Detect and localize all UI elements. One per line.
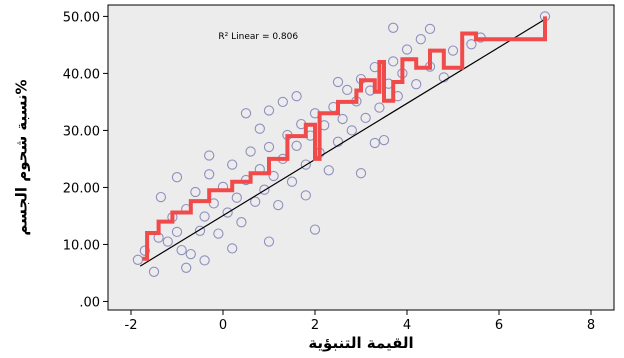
y-tick-label: .00 xyxy=(79,295,100,310)
scatter-point xyxy=(176,244,187,256)
scatter-point xyxy=(185,248,196,260)
scatter-point xyxy=(388,56,399,67)
scatter-point xyxy=(263,105,275,116)
scatter-point xyxy=(309,224,321,235)
scatter-point xyxy=(240,108,252,119)
x-tick-label: 0 xyxy=(219,318,227,333)
scatter-point xyxy=(263,141,275,153)
scatter-point xyxy=(199,255,210,266)
scatter-point xyxy=(291,91,302,102)
x-axis-title: القيمة التنبؤية xyxy=(308,334,413,352)
scatter-point xyxy=(346,125,357,136)
x-tick-label: -2 xyxy=(125,318,138,333)
y-tick-label: 10.00 xyxy=(63,238,100,253)
x-tick-label: 8 xyxy=(587,318,595,333)
scatter-point xyxy=(268,170,279,182)
scatter-point xyxy=(259,184,270,195)
y-tick-label: 40.00 xyxy=(63,67,100,82)
r-squared-annotation: R² Linear = 0.806 xyxy=(218,32,298,42)
scatter-point xyxy=(286,176,298,187)
x-tick-label: 2 xyxy=(311,318,319,333)
scatter-point xyxy=(245,146,256,157)
scatter-point xyxy=(415,34,426,45)
scatter-point xyxy=(222,207,233,218)
scatter-point xyxy=(171,226,183,238)
scatter-point xyxy=(466,39,477,50)
plot-area xyxy=(107,4,615,311)
scatter-point xyxy=(374,102,385,113)
chart-marks xyxy=(132,11,551,277)
scatter-point xyxy=(300,159,311,170)
scatter-point xyxy=(342,84,353,96)
scatter-point xyxy=(401,44,413,55)
y-tick-label: 20.00 xyxy=(63,181,100,196)
scatter-point xyxy=(424,23,436,35)
scatter-point xyxy=(277,96,288,108)
scatter-point xyxy=(162,236,173,247)
scatter-point xyxy=(323,165,334,176)
scatter-point xyxy=(263,236,275,247)
scatter-point xyxy=(447,45,459,56)
scatter-point xyxy=(355,168,367,179)
scatter-point xyxy=(199,211,210,222)
linear-fit-line xyxy=(139,18,546,267)
scatter-point xyxy=(250,196,261,207)
scatter-point xyxy=(438,72,449,83)
scatter-point xyxy=(411,79,422,90)
scatter-point xyxy=(332,76,344,88)
scatter-point xyxy=(236,217,247,228)
scatter-point xyxy=(181,262,192,273)
scatter-point xyxy=(139,245,150,256)
scatter-point xyxy=(204,169,215,180)
x-tick-label: 4 xyxy=(403,318,411,333)
scatter-point xyxy=(300,190,311,201)
scatter-point xyxy=(369,137,380,149)
scatter-point xyxy=(378,134,390,146)
scatter-point xyxy=(227,159,238,170)
scatter-point xyxy=(273,199,284,211)
scatter-point xyxy=(190,186,201,198)
step-series-line xyxy=(142,16,547,261)
scatter-point xyxy=(132,254,144,265)
scatter-point xyxy=(148,266,160,277)
scatter-point xyxy=(204,150,215,161)
scatter-point xyxy=(194,225,206,236)
scatter-point xyxy=(155,191,167,203)
y-tick-label: 50.00 xyxy=(63,10,100,25)
scatter-point xyxy=(388,22,399,33)
scatter-point xyxy=(171,172,183,183)
scatter-point xyxy=(231,192,242,203)
x-tick-label: 6 xyxy=(495,318,503,333)
chart-axes: -2 0 2 4 6 8 .00 10.00 20.00 30.00 40.00 50.00 xyxy=(63,10,595,333)
scatter-point xyxy=(291,140,302,151)
scatter-point xyxy=(213,228,224,239)
scatter-point xyxy=(227,243,238,254)
scatter-point xyxy=(254,123,265,134)
y-axis-title: نسبة شحوم الجسم% xyxy=(13,79,31,235)
scatter-point xyxy=(208,198,219,209)
scatter-point xyxy=(332,136,344,147)
scatter-point xyxy=(360,112,371,124)
y-tick-label: 30.00 xyxy=(63,124,100,139)
scatter-point xyxy=(337,113,348,125)
